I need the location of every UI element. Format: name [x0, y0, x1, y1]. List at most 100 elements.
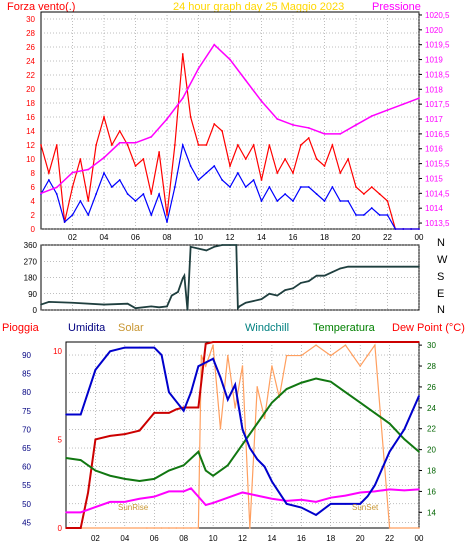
point-temperature [79, 459, 82, 461]
y-right-tick-label: 1013,5 [425, 219, 450, 228]
point-avg [284, 193, 287, 195]
point-rain [124, 433, 126, 435]
point-direction [71, 301, 74, 304]
point-avg [355, 214, 357, 216]
humidity-tick-label: 90 [22, 351, 31, 360]
point-humidity [418, 395, 420, 397]
x-tick-label: 04 [120, 534, 129, 543]
point-gust [158, 151, 161, 153]
point-pressure [355, 124, 357, 126]
point-solar [160, 527, 163, 529]
point-rain [79, 527, 82, 529]
point-direction [244, 301, 247, 304]
point-rain [153, 412, 156, 414]
point-pressure [181, 97, 184, 100]
point-gust [189, 116, 192, 118]
rain-tick-label: 10 [53, 347, 62, 356]
point-humidity [219, 376, 222, 379]
y-right-tick-label: 1019 [425, 56, 443, 65]
point-dewpoint [388, 488, 391, 491]
point-gust [236, 144, 239, 146]
y-left-tick-label: 28 [26, 29, 35, 38]
point-pressure [103, 156, 105, 159]
point-avg [229, 186, 231, 188]
point-avg [150, 214, 153, 216]
point-gust [244, 158, 247, 160]
point-avg [394, 228, 397, 230]
point-avg [402, 228, 405, 230]
point-avg [126, 193, 129, 195]
point-dewpoint [138, 497, 141, 500]
point-gust [166, 214, 168, 216]
point-gust [173, 144, 176, 146]
temperature-tick-label: 20 [427, 446, 436, 455]
y-left-tick-label: 6 [31, 183, 36, 192]
point-gust [110, 144, 113, 146]
point-solar [200, 354, 203, 357]
point-gust [87, 200, 90, 202]
y-left-tick-label: 24 [26, 57, 35, 66]
point-dewpoint [197, 495, 200, 498]
x-tick-label: 20 [352, 233, 361, 242]
point-avg [370, 207, 373, 209]
point-dewpoint [124, 501, 126, 503]
point-pressure [229, 58, 231, 61]
rain-temp-panel: Pioggia Umidita Solar Windchill Temperat… [2, 322, 465, 543]
x-tick-label: 12 [226, 233, 235, 242]
point-direction [237, 307, 239, 309]
point-temperature [418, 450, 420, 453]
point-rain [359, 341, 361, 343]
point-direction [284, 289, 286, 291]
point-humidity [300, 506, 303, 509]
point-avg [276, 200, 279, 202]
compass-label: N [437, 237, 445, 249]
point-pressure [339, 132, 342, 135]
point-gust [378, 193, 381, 195]
point-dewpoint [285, 500, 288, 502]
point-rain [168, 412, 170, 414]
point-avg [55, 193, 58, 195]
y-left-tick-label: 20 [26, 85, 35, 94]
x-tick-label: 20 [356, 534, 365, 543]
point-avg [244, 186, 247, 188]
point-humidity [359, 503, 361, 505]
point-humidity [374, 484, 376, 487]
point-avg [95, 193, 98, 195]
point-humidity [87, 391, 89, 394]
point-direction [150, 305, 153, 308]
point-humidity [403, 428, 406, 431]
point-humidity [315, 514, 317, 516]
point-solar [315, 344, 317, 346]
point-humidity [94, 369, 97, 371]
point-gust [213, 123, 216, 125]
humidity-tick-label: 50 [22, 500, 31, 509]
point-rain [87, 491, 89, 494]
point-pressure [166, 118, 168, 120]
point-humidity [271, 480, 273, 483]
point-avg [142, 193, 145, 195]
humidity-tick-label: 65 [22, 444, 31, 453]
temperature-tick-label: 22 [427, 425, 436, 434]
point-rain [388, 341, 391, 343]
point-solar [226, 354, 229, 357]
x-tick-label: 22 [385, 534, 394, 543]
point-direction [170, 294, 173, 297]
point-direction [205, 249, 208, 252]
y-right-tick-label: 1015,5 [425, 160, 450, 169]
point-humidity [168, 391, 170, 394]
point-gust [339, 172, 342, 174]
point-gust [150, 193, 153, 195]
wind-title: Forza vento(.) [7, 1, 75, 13]
point-gust [284, 158, 287, 160]
point-solar [256, 386, 259, 388]
point-dewpoint [226, 496, 229, 499]
point-avg [323, 200, 326, 202]
point-solar [344, 344, 347, 346]
point-dewpoint [182, 490, 185, 493]
point-solar [359, 365, 361, 367]
point-temperature [94, 469, 97, 472]
y-left-tick-label: 22 [26, 71, 35, 80]
point-gust [197, 144, 200, 146]
